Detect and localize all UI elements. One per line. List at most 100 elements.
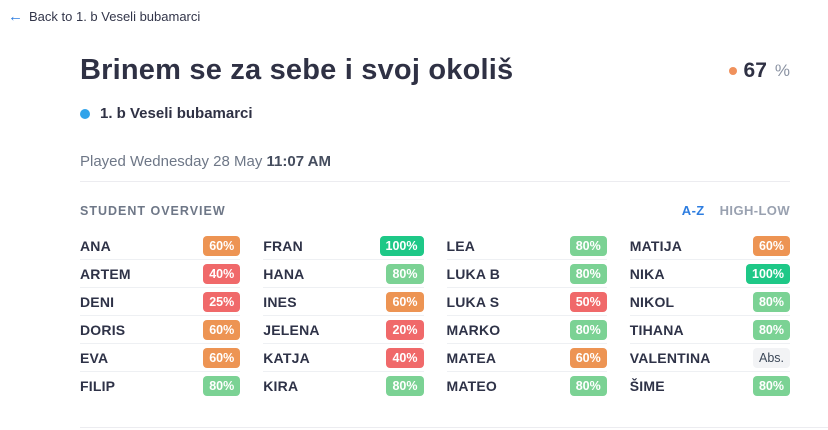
bottom-divider xyxy=(80,427,828,428)
student-score-badge: 50% xyxy=(569,291,607,312)
student-score-badge: 60% xyxy=(752,235,790,256)
student-row: MATIJA 60% xyxy=(629,232,790,260)
student-name: LUKA S xyxy=(446,293,500,310)
student-row: KATJA 40% xyxy=(263,344,424,372)
student-row: NIKOL 80% xyxy=(629,288,790,316)
student-name: DORIS xyxy=(80,321,126,338)
student-score-badge: 80% xyxy=(569,376,607,396)
student-name: ANA xyxy=(80,237,111,254)
student-row: ANA 60% xyxy=(80,232,241,260)
student-name: EVA xyxy=(80,349,109,366)
student-name: FILIP xyxy=(80,378,116,394)
student-name: ŠIME xyxy=(629,378,665,394)
title-row: Brinem se za sebe i svoj okoliš 67% xyxy=(80,52,790,88)
back-arrow-icon: ← xyxy=(8,8,23,25)
student-score-badge: 40% xyxy=(203,263,241,284)
back-link-label: Back to 1. b Veseli bubamarci xyxy=(29,9,201,24)
student-name: MATIJA xyxy=(629,237,683,254)
student-score-badge: 100% xyxy=(746,263,790,284)
student-name: FRAN xyxy=(263,237,303,254)
student-row: ARTEM 40% xyxy=(80,260,241,288)
group-row: 1. b Veseli bubamarci xyxy=(80,105,790,122)
student-row: MARKO 80% xyxy=(446,316,607,344)
sort-controls: A-Z HIGH-LOW xyxy=(682,203,790,218)
student-score-badge: 80% xyxy=(569,319,607,340)
student-column: MATIJA 60% NIKA 100% NIKOL 80% TIHANA 80% VALENT… xyxy=(629,232,790,400)
student-column: ANA 60% ARTEM 40% DENI 25% DORIS 60% EVA 60% FILIP… xyxy=(80,232,241,400)
student-name: MARKO xyxy=(446,321,501,338)
student-score-badge: 20% xyxy=(386,319,424,340)
student-overview-label: STUDENT OVERVIEW xyxy=(80,203,226,218)
student-column: LEA 80% LUKA B 80% LUKA S 50% MARKO 80% MATEA 60%… xyxy=(446,232,607,400)
student-row: LEA 80% xyxy=(446,232,607,260)
group-name: 1. b Veseli bubamarci xyxy=(100,105,253,122)
student-row: KIRA 80% xyxy=(263,372,424,400)
student-row: MATEO 80% xyxy=(447,372,607,400)
student-row: DORIS 60% xyxy=(80,316,241,344)
student-row: INES 60% xyxy=(263,288,424,316)
played-date: Played Wednesday 28 May 11:07 AM xyxy=(80,153,790,170)
page-title: Brinem se za sebe i svoj okoliš xyxy=(80,54,514,86)
student-name: KIRA xyxy=(263,378,299,394)
student-row: ŠIME 80% xyxy=(630,372,790,400)
student-name: NIKA xyxy=(629,265,665,282)
student-name: DENI xyxy=(80,293,115,310)
student-score-badge: 60% xyxy=(203,235,241,256)
student-score-badge: 60% xyxy=(203,319,241,340)
header-divider xyxy=(80,181,790,182)
played-time: 11:07 AM xyxy=(266,153,331,170)
student-score-badge: 80% xyxy=(569,263,607,284)
student-row: DENI 25% xyxy=(80,288,241,316)
student-name: MATEA xyxy=(446,349,497,366)
student-name: NIKOL xyxy=(629,293,675,310)
overview-header: STUDENT OVERVIEW A-Z HIGH-LOW xyxy=(80,203,790,218)
student-score-badge: 80% xyxy=(386,376,424,396)
student-score-badge: 80% xyxy=(752,319,790,340)
student-row: FRAN 100% xyxy=(263,232,424,260)
student-score-badge: 80% xyxy=(752,291,790,312)
group-dot-icon xyxy=(80,108,90,119)
student-name: LUKA B xyxy=(446,265,501,282)
student-name: HANA xyxy=(263,265,305,282)
score-value: 67 xyxy=(743,59,767,82)
student-row: NIKA 100% xyxy=(629,260,790,288)
student-score-badge: 60% xyxy=(386,291,424,312)
student-score-badge: 40% xyxy=(386,347,424,368)
student-row: FILIP 80% xyxy=(80,372,241,400)
student-row: VALENTINA Abs. xyxy=(629,344,790,372)
student-score-badge: 80% xyxy=(569,235,607,256)
student-name: JELENA xyxy=(263,321,320,338)
sort-high-low-button[interactable]: HIGH-LOW xyxy=(719,203,790,218)
student-row: EVA 60% xyxy=(80,344,241,372)
student-name: VALENTINA xyxy=(629,349,711,366)
student-score-badge: 80% xyxy=(752,376,790,396)
student-name: KATJA xyxy=(263,349,310,366)
student-name: MATEO xyxy=(446,378,498,394)
overall-score: 67% xyxy=(728,59,790,83)
student-name: LEA xyxy=(446,237,476,254)
student-score-badge: Abs. xyxy=(752,347,790,368)
student-score-badge: 60% xyxy=(203,347,241,368)
student-row: LUKA B 80% xyxy=(446,260,607,288)
student-row: TIHANA 80% xyxy=(629,316,790,344)
student-score-badge: 25% xyxy=(203,291,241,312)
student-name: INES xyxy=(263,293,297,310)
student-row: JELENA 20% xyxy=(263,316,424,344)
back-link[interactable]: ← Back to 1. b Veseli bubamarci xyxy=(8,9,200,24)
student-row: LUKA S 50% xyxy=(446,288,607,316)
student-name: ARTEM xyxy=(80,265,131,282)
sort-az-button[interactable]: A-Z xyxy=(681,203,705,218)
student-score-badge: 100% xyxy=(379,235,424,256)
student-row: MATEA 60% xyxy=(446,344,607,372)
score-unit: % xyxy=(774,61,790,80)
student-score-badge: 80% xyxy=(386,263,424,284)
student-name: TIHANA xyxy=(629,321,684,338)
student-row: HANA 80% xyxy=(263,260,424,288)
student-score-badge: 60% xyxy=(569,347,607,368)
student-column: FRAN 100% HANA 80% INES 60% JELENA 20% KATJA 40% K… xyxy=(263,232,424,400)
score-dot-icon xyxy=(728,67,737,75)
played-prefix: Played Wednesday 28 May xyxy=(80,153,267,170)
report-content: Brinem se za sebe i svoj okoliš 67% 1. b… xyxy=(80,0,790,400)
student-score-badge: 80% xyxy=(203,376,241,396)
student-grid: ANA 60% ARTEM 40% DENI 25% DORIS 60% EVA 60% FILIP… xyxy=(80,232,790,400)
